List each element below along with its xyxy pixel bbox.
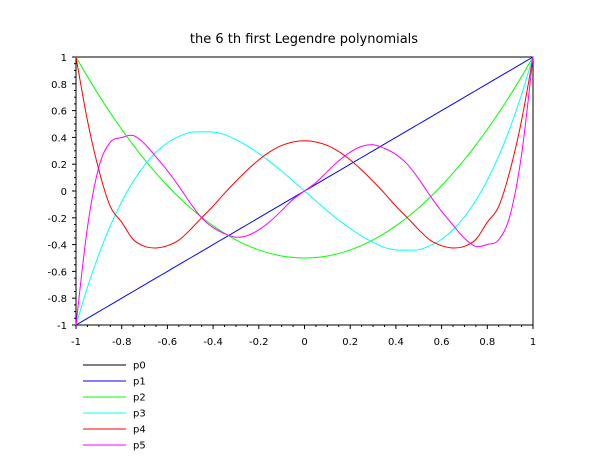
x-tick-label: -0.2 [249, 337, 269, 348]
x-tick-label: 0.4 [388, 337, 404, 348]
legend-label-p1: p1 [133, 377, 146, 388]
y-tick-label: 0 [61, 187, 67, 198]
legend: p0 p1 p2 p3 p4 p5 [83, 361, 146, 452]
y-tick-label: 1 [61, 53, 67, 64]
x-tick-label: -0.4 [203, 337, 223, 348]
y-tick-label: -0.2 [47, 214, 67, 225]
series-line-p5 [75, 56, 534, 326]
y-tick-label: 0.2 [51, 160, 67, 171]
x-tick-label: 0.6 [434, 337, 450, 348]
x-tick-label: 1 [530, 337, 536, 348]
x-tick-label: -0.6 [158, 337, 178, 348]
y-tick-label: 0.6 [51, 107, 67, 118]
series-line-p4 [75, 56, 534, 249]
series-line-p2 [75, 56, 534, 259]
y-tick-label: 0.4 [51, 133, 67, 144]
legend-label-p2: p2 [133, 393, 146, 404]
x-tick-label: 0 [301, 337, 307, 348]
x-tick-label: -1 [71, 337, 81, 348]
x-tick-label: 0.2 [342, 337, 358, 348]
y-tick-label: -0.6 [47, 267, 67, 278]
legend-label-p3: p3 [133, 409, 146, 420]
chart-title: the 6 th first Legendre polynomials [190, 32, 418, 47]
legend-label-p0: p0 [133, 361, 146, 372]
y-tick-label: -1 [57, 321, 67, 332]
y-tick-label: -0.4 [47, 241, 67, 252]
axes: -1 -0.8 -0.6 -0.4 -0.2 0 0.2 0.4 0.6 0.8 1 1 0.8 0.6 0… [47, 53, 536, 348]
x-tick-label: 0.8 [479, 337, 495, 348]
series-lines [75, 56, 534, 326]
legend-label-p4: p4 [133, 425, 146, 436]
y-tick-label: 0.8 [51, 80, 67, 91]
x-tick-label: -0.8 [112, 337, 132, 348]
legend-label-p5: p5 [133, 441, 146, 452]
y-tick-label: -0.8 [47, 294, 67, 305]
